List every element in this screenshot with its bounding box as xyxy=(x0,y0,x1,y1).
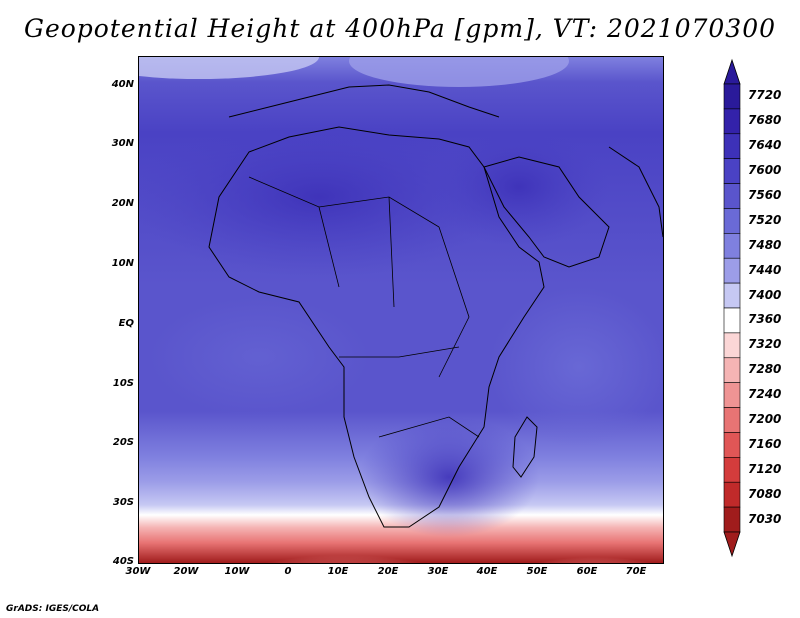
lat-label-40n: 40N xyxy=(111,79,134,90)
height-field-map xyxy=(139,57,663,563)
colorbar-label: 7120 xyxy=(748,461,782,476)
lon-label-20w: 20W xyxy=(173,566,199,577)
footer-credit: GrADS: IGES/COLA xyxy=(6,604,100,614)
lon-label-0: 0 xyxy=(284,566,292,577)
colorbar-label: 7480 xyxy=(748,237,782,252)
lon-label-40e: 40E xyxy=(476,566,498,577)
colorbar-swatch xyxy=(723,357,741,383)
colorbar-swatch xyxy=(723,108,741,135)
colorbar-swatch xyxy=(723,257,741,284)
lat-label-10n: 10N xyxy=(111,258,134,269)
colorbar-label: 7440 xyxy=(748,262,782,277)
colorbar-label: 7080 xyxy=(748,486,782,501)
colorbar-swatch xyxy=(723,282,741,309)
colorbar-swatch xyxy=(723,506,741,533)
colorbar-bottom-arrow xyxy=(723,531,741,558)
colorbar xyxy=(723,58,741,558)
colorbar-swatch xyxy=(723,83,741,110)
colorbar-label: 7320 xyxy=(748,337,782,352)
lon-label-30e: 30E xyxy=(427,566,449,577)
colorbar-swatch xyxy=(723,407,741,433)
lat-label-eq: EQ xyxy=(118,318,134,329)
lat-label-20s: 20S xyxy=(112,437,134,448)
lon-label-30w: 30W xyxy=(125,566,151,577)
colorbar-swatch xyxy=(723,307,741,334)
lon-label-10e: 10E xyxy=(327,566,349,577)
colorbar-label: 7160 xyxy=(748,436,782,451)
colorbar-swatch xyxy=(723,481,741,508)
colorbar-label: 7680 xyxy=(748,113,782,128)
colorbar-label: 7400 xyxy=(748,287,782,302)
colorbar-label: 7200 xyxy=(748,412,782,426)
chart-title: Geopotential Height at 400hPa [gpm], VT:… xyxy=(23,14,777,43)
lon-label-50e: 50E xyxy=(526,566,548,577)
lon-label-20e: 20E xyxy=(377,566,399,577)
lon-label-60e: 60E xyxy=(576,566,598,577)
colorbar-label: 7640 xyxy=(748,138,782,153)
colorbar-swatch xyxy=(723,183,741,209)
colorbar-swatch xyxy=(723,432,741,458)
map-area xyxy=(138,56,664,564)
lat-label-30n: 30N xyxy=(111,138,134,149)
colorbar-label: 7360 xyxy=(748,312,782,327)
colorbar-swatch xyxy=(723,382,741,408)
lon-label-70e: 70E xyxy=(625,566,647,577)
lat-label-40s: 40S xyxy=(112,556,134,567)
lat-label-20n: 20N xyxy=(111,198,134,209)
colorbar-label: 7280 xyxy=(748,362,782,377)
lat-label-30s: 30S xyxy=(112,497,134,508)
colorbar-swatch xyxy=(723,208,741,234)
colorbar-label: 7030 xyxy=(748,511,782,526)
colorbar-label: 7720 xyxy=(748,88,782,103)
colorbar-swatch xyxy=(723,332,741,359)
colorbar-swatch xyxy=(723,457,741,483)
lon-label-10w: 10W xyxy=(224,566,250,577)
colorbar-swatch xyxy=(723,233,741,259)
colorbar-top-arrow xyxy=(723,58,741,85)
colorbar-label: 7600 xyxy=(748,163,782,178)
colorbar-swatch xyxy=(723,158,741,184)
colorbar-swatch xyxy=(723,133,741,159)
lat-label-10s: 10S xyxy=(112,378,134,389)
colorbar-label: 7560 xyxy=(748,188,782,202)
colorbar-label: 7240 xyxy=(748,387,782,402)
colorbar-label: 7520 xyxy=(748,212,782,227)
